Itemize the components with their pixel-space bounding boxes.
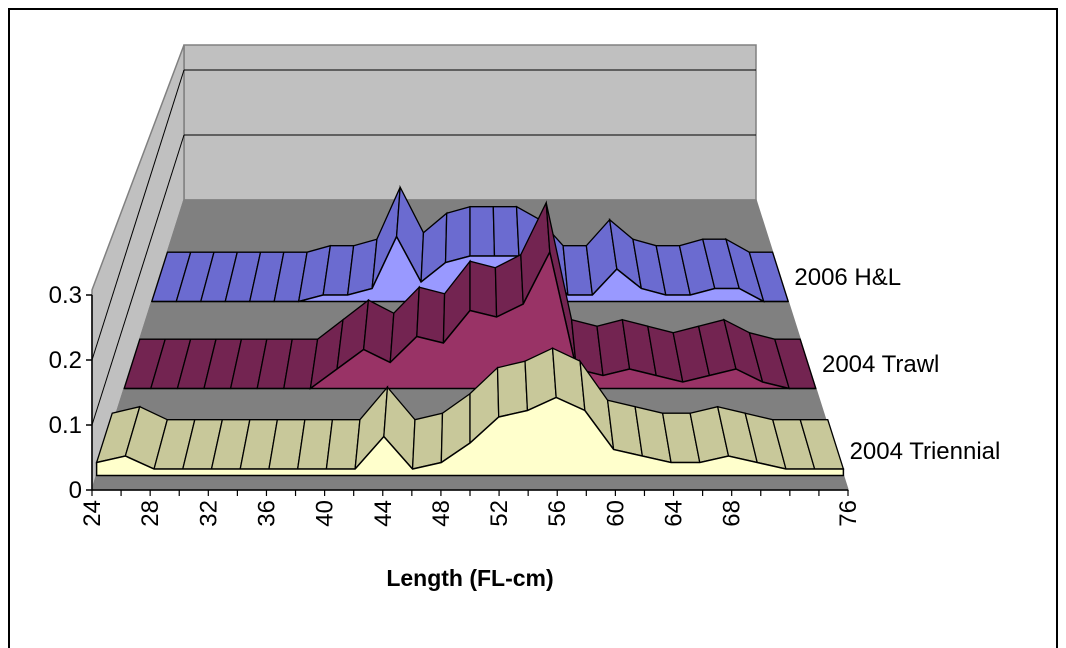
gridline-side-0 bbox=[91, 134, 185, 426]
x-tick-label: 52 bbox=[486, 500, 513, 527]
ribbon-strip-segment bbox=[469, 206, 496, 257]
gridline-side-1 bbox=[91, 69, 185, 361]
y-tick-label: 0.3 bbox=[49, 282, 82, 309]
x-axis-label: Length (FL-cm) bbox=[386, 565, 553, 591]
x-tick-label: 64 bbox=[661, 500, 688, 527]
ribbon-strip-segment bbox=[416, 286, 446, 344]
x-tick-label: 32 bbox=[195, 500, 222, 527]
chart-back-wall bbox=[183, 44, 757, 201]
ribbon-strip-segment bbox=[325, 419, 361, 470]
ribbon-front-face bbox=[124, 249, 816, 390]
ribbon-front-face bbox=[95, 396, 845, 477]
series-label-2: 2004 Triennial bbox=[850, 438, 1001, 465]
y-tick-label: 0.2 bbox=[49, 347, 82, 374]
x-tick-label: 28 bbox=[137, 500, 164, 527]
x-tick-label: 76 bbox=[835, 500, 862, 527]
y-tick-label: 0.1 bbox=[49, 412, 82, 439]
x-tick-label: 56 bbox=[544, 500, 571, 527]
x-tick-label: 48 bbox=[428, 500, 455, 527]
ribbon-strip-segment bbox=[496, 360, 529, 418]
ribbon-strip-segment bbox=[444, 205, 471, 264]
series-label-1: 2004 Trawl bbox=[822, 351, 939, 378]
series-label-0: 2006 H&L bbox=[794, 264, 901, 291]
series-ribbon-1: 2004 Trawl bbox=[123, 200, 939, 390]
x-tick-label: 60 bbox=[602, 500, 629, 527]
ribbon-strip-segment bbox=[411, 412, 444, 470]
x-tick-label: 68 bbox=[719, 500, 746, 527]
x-tick-label: 24 bbox=[79, 500, 106, 527]
series-ribbon-2: 2004 Triennial bbox=[95, 347, 1001, 477]
x-tick-label: 36 bbox=[253, 500, 280, 527]
ribbon-strip-segment bbox=[469, 260, 498, 318]
x-tick-label: 44 bbox=[370, 500, 397, 527]
x-tick-label: 40 bbox=[312, 500, 339, 527]
y-tick-label: 0 bbox=[69, 477, 82, 504]
ribbon-strip-segment bbox=[492, 206, 520, 257]
